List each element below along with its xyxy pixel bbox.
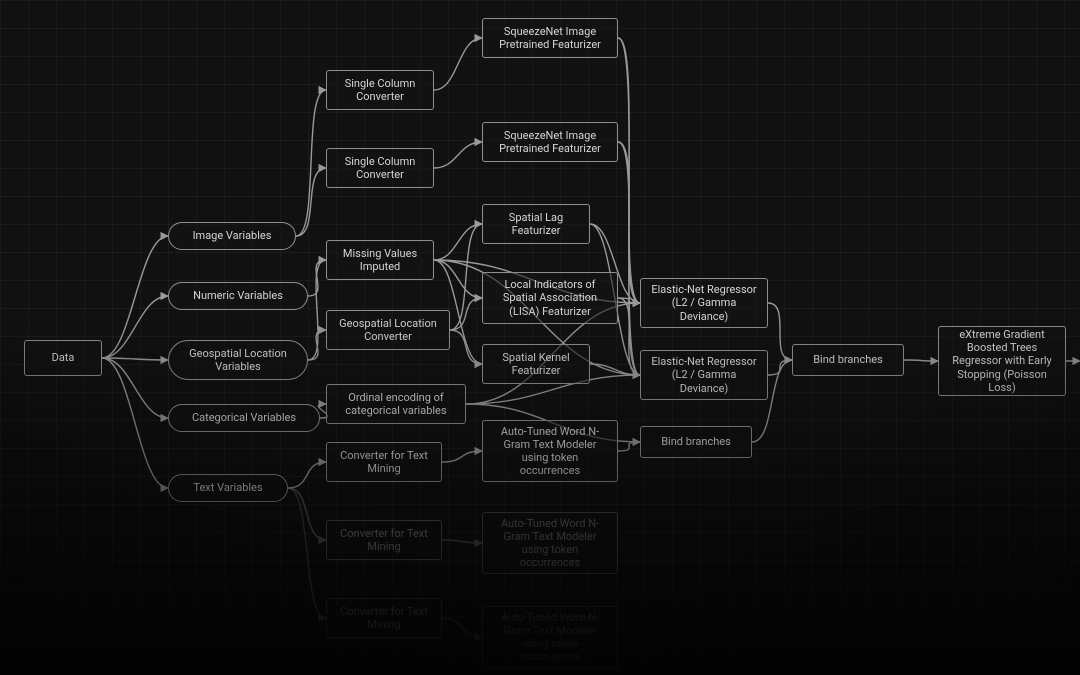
node-squeeze_1[interactable]: SqueezeNet Image Pretrained Featurizer — [482, 18, 618, 58]
node-label: Text Variables — [177, 481, 279, 494]
node-xgb[interactable]: eXtreme Gradient Boosted Trees Regressor… — [938, 326, 1066, 396]
node-label: Categorical Variables — [177, 411, 311, 424]
node-label: SqueezeNet Image Pretrained Featurizer — [491, 25, 609, 51]
node-label: eXtreme Gradient Boosted Trees Regressor… — [947, 328, 1057, 394]
node-conv_txt_2[interactable]: Converter for Text Mining — [326, 520, 442, 560]
node-label: Spatial Kernel Featurizer — [491, 351, 581, 377]
node-ngram_3[interactable]: Auto-Tuned Word N-Gram Text Modeler usin… — [482, 606, 618, 668]
node-geo_vars[interactable]: Geospatial Location Variables — [168, 340, 308, 380]
node-geo_conv[interactable]: Geospatial Location Converter — [326, 310, 450, 350]
node-spatial_lag[interactable]: Spatial Lag Featurizer — [482, 204, 590, 244]
node-label: Auto-Tuned Word N-Gram Text Modeler usin… — [491, 425, 609, 478]
node-label: Auto-Tuned Word N-Gram Text Modeler usin… — [491, 611, 609, 664]
node-label: Ordinal encoding of categorical variable… — [335, 391, 457, 417]
node-label: Single Column Converter — [335, 77, 425, 103]
node-label: Bind branches — [801, 353, 895, 366]
node-lisa[interactable]: Local Indicators of Spatial Association … — [482, 272, 618, 324]
node-squeeze_2[interactable]: SqueezeNet Image Pretrained Featurizer — [482, 122, 618, 162]
node-label: Numeric Variables — [177, 289, 299, 302]
node-num_vars[interactable]: Numeric Variables — [168, 282, 308, 310]
node-conv_txt_3[interactable]: Converter for Text Mining — [326, 598, 442, 638]
node-data[interactable]: Data — [24, 340, 102, 376]
node-label: Single Column Converter — [335, 155, 425, 181]
node-txt_vars[interactable]: Text Variables — [168, 474, 288, 502]
node-bind_2[interactable]: Bind branches — [640, 426, 752, 458]
node-single_col_1[interactable]: Single Column Converter — [326, 70, 434, 110]
node-conv_txt_1[interactable]: Converter for Text Mining — [326, 442, 442, 482]
node-label: Local Indicators of Spatial Association … — [491, 278, 609, 318]
node-spatial_kern[interactable]: Spatial Kernel Featurizer — [482, 344, 590, 384]
node-label: Geospatial Location Converter — [335, 317, 441, 343]
node-label: Geospatial Location Variables — [177, 347, 299, 373]
node-img_vars[interactable]: Image Variables — [168, 222, 296, 250]
node-label: Image Variables — [177, 229, 287, 242]
node-label: SqueezeNet Image Pretrained Featurizer — [491, 129, 609, 155]
node-label: Converter for Text Mining — [335, 527, 433, 553]
node-label: Spatial Lag Featurizer — [491, 211, 581, 237]
node-cat_vars[interactable]: Categorical Variables — [168, 404, 320, 432]
node-label: Auto-Tuned Word N-Gram Text Modeler usin… — [491, 517, 609, 570]
node-label: Converter for Text Mining — [335, 449, 433, 475]
node-ord_enc[interactable]: Ordinal encoding of categorical variable… — [326, 384, 466, 424]
node-enet_1[interactable]: Elastic-Net Regressor (L2 / Gamma Devian… — [640, 278, 768, 328]
node-label: Bind branches — [649, 435, 743, 448]
node-label: Missing Values Imputed — [335, 247, 425, 273]
node-enet_2[interactable]: Elastic-Net Regressor (L2 / Gamma Devian… — [640, 350, 768, 400]
node-label: Elastic-Net Regressor (L2 / Gamma Devian… — [649, 355, 759, 395]
node-ngram_2[interactable]: Auto-Tuned Word N-Gram Text Modeler usin… — [482, 512, 618, 574]
node-miss_vals[interactable]: Missing Values Imputed — [326, 240, 434, 280]
node-bind_1[interactable]: Bind branches — [792, 344, 904, 376]
pipeline-diagram: Data Image Variables Numeric Variables Geos… — [0, 0, 1080, 675]
node-label: Data — [33, 351, 93, 364]
node-label: Elastic-Net Regressor (L2 / Gamma Devian… — [649, 283, 759, 323]
node-single_col_2[interactable]: Single Column Converter — [326, 148, 434, 188]
node-ngram_1[interactable]: Auto-Tuned Word N-Gram Text Modeler usin… — [482, 420, 618, 482]
node-label: Converter for Text Mining — [335, 605, 433, 631]
